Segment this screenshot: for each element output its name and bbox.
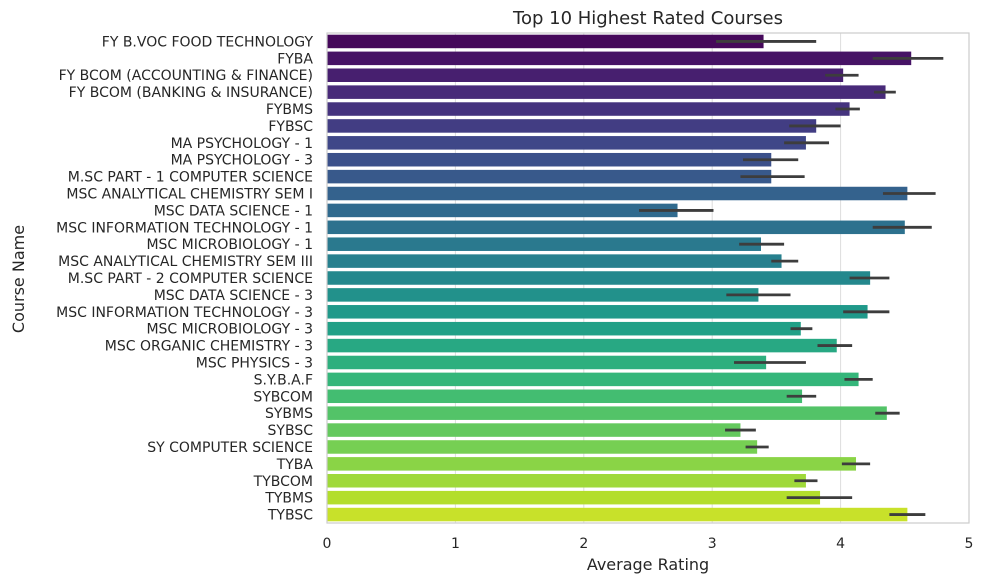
bar [327,186,908,201]
bar [327,490,821,505]
bar [327,68,844,82]
category-label: SY COMPUTER SCIENCE [147,440,313,456]
category-label: SYBMS [265,406,313,422]
bar [327,288,759,302]
bar [327,34,764,49]
category-label: MSC ORGANIC CHEMISTRY - 3 [105,339,313,355]
bar [327,305,868,319]
category-label: TYBMS [264,491,313,507]
category-label: FY B.VOC FOOD TECHNOLOGY [102,34,314,50]
category-label: M.SC PART - 1 COMPUTER SCIENCE [68,170,313,186]
bar [327,338,837,353]
bar [327,271,871,285]
category-label: FY BCOM (BANKING & INSURANCE) [69,85,313,101]
x-axis-label: Average Rating [587,555,709,574]
category-label: TYBSC [267,508,313,524]
category-label: MSC MICROBIOLOGY - 1 [146,237,313,253]
bar [327,220,905,235]
bar [327,203,678,218]
category-label: TYBA [276,457,314,473]
bar [327,85,886,99]
bar [327,474,806,488]
category-label: M.SC PART - 2 COMPUTER SCIENCE [68,271,313,287]
category-label: FYBMS [266,102,313,118]
x-tick-label: 4 [836,536,845,552]
category-label: MSC ANALYTICAL CHEMISTRY SEM I [66,187,313,203]
x-tick-label: 2 [579,536,588,552]
x-tick-label: 0 [323,536,332,552]
x-tick-label: 3 [708,536,717,552]
bar [327,254,782,268]
category-label: MSC INFORMATION TECHNOLOGY - 1 [56,220,313,236]
x-tick-label: 5 [965,536,974,552]
category-label: MSC ANALYTICAL CHEMISTRY SEM III [58,254,313,270]
bar [327,423,741,437]
category-label: MA PSYCHOLOGY - 3 [171,153,313,169]
category-label: MSC DATA SCIENCE - 3 [154,288,313,304]
y-axis-label: Course Name [9,225,28,333]
plot-frame [326,32,970,524]
bar [327,119,817,133]
error-bars [639,40,944,516]
category-label: SYBSC [268,423,314,439]
bar [327,152,772,167]
bar [327,372,859,387]
bar [327,102,850,116]
category-label: FYBA [277,51,313,67]
category-label: FY BCOM (ACCOUNTING & FINANCE) [59,68,313,84]
bar [327,169,772,184]
bar [327,136,806,150]
bar [327,457,857,471]
category-label: FYBSC [268,119,313,135]
bar [327,406,887,420]
bar [327,440,758,454]
bar [327,51,912,66]
category-label: MSC INFORMATION TECHNOLOGY - 3 [56,305,313,321]
bar [327,237,761,251]
bar [327,321,801,336]
category-label: MA PSYCHOLOGY - 1 [171,136,313,152]
category-label: MSC MICROBIOLOGY - 3 [146,322,313,338]
category-label: MSC PHYSICS - 3 [196,355,313,371]
bar [327,507,908,522]
category-label: SYBCOM [253,389,313,405]
x-tick-label: 1 [451,536,460,552]
bar [327,355,767,370]
x-tick-labels: 0 1 2 3 4 5 [323,536,974,552]
bar [327,389,803,404]
chart-title: Top 10 Highest Rated Courses [512,8,783,29]
category-label: S.Y.B.A.F [254,372,313,388]
bars [327,34,912,522]
category-label: MSC DATA SCIENCE - 1 [154,203,313,219]
category-label: TYBCOM [253,474,313,490]
